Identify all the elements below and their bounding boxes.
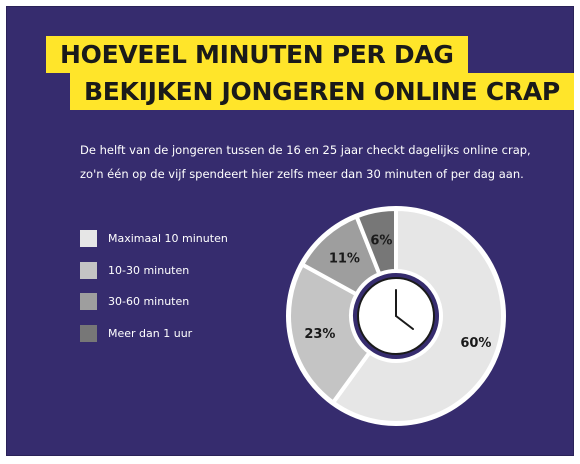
legend-swatch [80,261,97,279]
legend-item: 30-60 minuten [80,293,280,311]
slice-label: 11% [329,251,360,266]
donut-outer-ring [286,206,506,426]
legend-item: Meer dan 1 uur [80,324,280,343]
title-line-2: BEKIJKEN JONGEREN ONLINE CRAP [70,73,574,110]
subtitle-line-2: zo'n één op de vijf spendeert hier zelfs… [80,167,524,181]
slice-label: 6% [370,233,392,248]
legend-item: Maximaal 10 minuten [80,230,280,248]
slice-label: 23% [304,327,335,342]
legend-label: Maximaal 10 minuten [108,232,228,245]
clock-icon [357,277,435,355]
legend-item: 10-30 minuten [80,261,280,280]
legend-label: 10-30 minuten [108,263,190,277]
legend-label: 30-60 minuten [108,295,190,308]
legend-swatch [80,324,97,342]
subtitle-line-1: De helft van de jongeren tussen de 16 en… [80,143,531,157]
slice-label: 60% [460,336,491,351]
subtitle: De helft van de jongeren tussen de 16 en… [80,138,550,186]
title-line-1: HOEVEEL MINUTEN PER DAG [46,36,468,73]
legend-swatch [80,293,97,310]
legend-label: Meer dan 1 uur [108,326,193,340]
legend-swatch [80,230,97,247]
